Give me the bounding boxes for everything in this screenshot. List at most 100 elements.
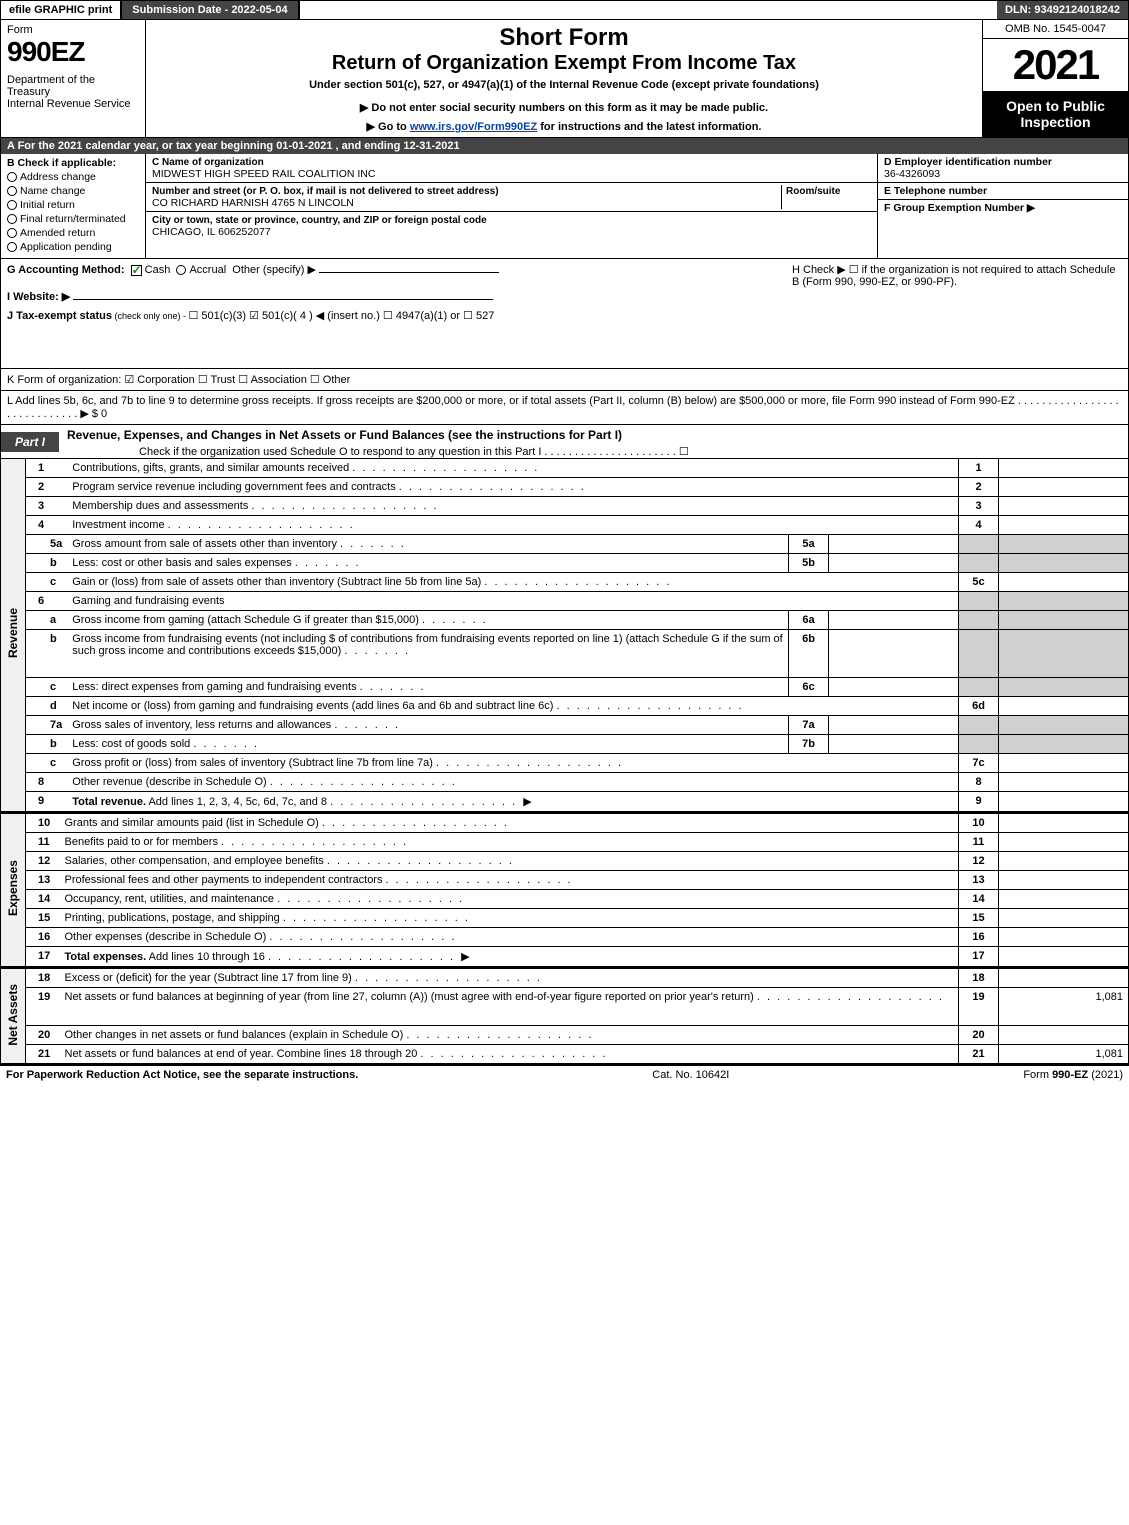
irs-link[interactable]: www.irs.gov/Form990EZ xyxy=(410,121,537,133)
line-desc: Excess or (deficit) for the year (Subtra… xyxy=(60,968,959,988)
chk-cash[interactable] xyxy=(131,265,142,276)
line-value xyxy=(999,928,1129,947)
chk-amended-return[interactable]: Amended return xyxy=(7,227,139,239)
chk-name-change[interactable]: Name change xyxy=(7,185,139,197)
table-row: aGross income from gaming (attach Schedu… xyxy=(1,611,1129,630)
line-number: a xyxy=(26,611,68,630)
part1-sub: Check if the organization used Schedule … xyxy=(59,445,1128,458)
line-number: 20 xyxy=(26,1026,60,1045)
line-number: 1 xyxy=(26,459,68,478)
line-desc: Grants and similar amounts paid (list in… xyxy=(60,813,959,833)
footer-right: Form 990-EZ (2021) xyxy=(1023,1069,1123,1081)
line-number: b xyxy=(26,554,68,573)
efile-print-label[interactable]: efile GRAPHIC print xyxy=(1,1,122,19)
line-desc: Net assets or fund balances at end of ye… xyxy=(60,1045,959,1065)
inner-box-value xyxy=(829,554,959,573)
line-desc: Net assets or fund balances at beginning… xyxy=(60,988,959,1026)
line-value xyxy=(999,1026,1129,1045)
table-row: 13Professional fees and other payments t… xyxy=(1,871,1129,890)
goto-pre: ▶ Go to xyxy=(367,121,410,133)
line-desc: Gross income from fundraising events (no… xyxy=(67,630,788,678)
g-label: G Accounting Method: xyxy=(7,264,125,276)
line-desc: Gaming and fundraising events xyxy=(67,592,958,611)
table-row: 2Program service revenue including gover… xyxy=(1,478,1129,497)
line-box-number: 6d xyxy=(959,697,999,716)
netassets-table: Net Assets18Excess or (deficit) for the … xyxy=(0,967,1129,1065)
footer-left: For Paperwork Reduction Act Notice, see … xyxy=(6,1069,358,1081)
line-value xyxy=(999,909,1129,928)
col-de: D Employer identification number 36-4326… xyxy=(878,154,1128,258)
inner-box-label: 6a xyxy=(789,611,829,630)
line-number: 17 xyxy=(26,947,60,967)
line-desc: Less: cost or other basis and sales expe… xyxy=(67,554,788,573)
line-desc: Less: cost of goods sold xyxy=(67,735,788,754)
form-word: Form xyxy=(7,24,139,36)
line-value xyxy=(999,813,1129,833)
line-desc: Gross sales of inventory, less returns a… xyxy=(67,716,788,735)
line-box-number: 7c xyxy=(959,754,999,773)
table-row: 16Other expenses (describe in Schedule O… xyxy=(1,928,1129,947)
line-box-number: 18 xyxy=(959,968,999,988)
street-label: Number and street (or P. O. box, if mail… xyxy=(152,186,499,197)
line-box-number: 10 xyxy=(959,813,999,833)
line-number: 14 xyxy=(26,890,60,909)
table-row: 21Net assets or fund balances at end of … xyxy=(1,1045,1129,1065)
line-box-number: 13 xyxy=(959,871,999,890)
chk-final-return[interactable]: Final return/terminated xyxy=(7,213,139,225)
line-box-number: 9 xyxy=(959,792,999,812)
line-value xyxy=(999,697,1129,716)
chk-accrual[interactable] xyxy=(176,265,186,275)
line-value xyxy=(999,754,1129,773)
line-desc: Net income or (loss) from gaming and fun… xyxy=(67,697,958,716)
bcd-row: B Check if applicable: Address change Na… xyxy=(0,154,1129,259)
form-header: Form 990EZ Department of the Treasury In… xyxy=(0,20,1129,138)
line-value xyxy=(999,478,1129,497)
top-bar: efile GRAPHIC print Submission Date - 20… xyxy=(0,0,1129,20)
line-desc: Printing, publications, postage, and shi… xyxy=(60,909,959,928)
phone-cell: E Telephone number xyxy=(878,183,1128,200)
revenue-table: Revenue1Contributions, gifts, grants, an… xyxy=(0,459,1129,812)
table-row: 20Other changes in net assets or fund ba… xyxy=(1,1026,1129,1045)
table-row: Expenses10Grants and similar amounts pai… xyxy=(1,813,1129,833)
line-desc: Gross profit or (loss) from sales of inv… xyxy=(67,754,958,773)
line-number: 4 xyxy=(26,516,68,535)
line-number: 2 xyxy=(26,478,68,497)
table-row: 7aGross sales of inventory, less returns… xyxy=(1,716,1129,735)
inner-box-value xyxy=(829,611,959,630)
line-desc: Investment income xyxy=(67,516,958,535)
line-number: 9 xyxy=(26,792,68,812)
footer-mid: Cat. No. 10642I xyxy=(652,1069,729,1081)
chk-initial-return[interactable]: Initial return xyxy=(7,199,139,211)
inner-box-label: 6c xyxy=(789,678,829,697)
chk-application-pending[interactable]: Application pending xyxy=(7,241,139,253)
line-desc: Gross income from gaming (attach Schedul… xyxy=(67,611,788,630)
line-number: 8 xyxy=(26,773,68,792)
city-label: City or town, state or province, country… xyxy=(152,215,487,226)
table-row: cLess: direct expenses from gaming and f… xyxy=(1,678,1129,697)
line-i: I Website: ▶ xyxy=(7,290,1122,303)
city-cell: City or town, state or province, country… xyxy=(146,212,877,240)
group-exemption-cell: F Group Exemption Number ▶ xyxy=(878,200,1128,258)
line-number: 7a xyxy=(26,716,68,735)
table-row: 12Salaries, other compensation, and empl… xyxy=(1,852,1129,871)
group-exemption-label: F Group Exemption Number ▶ xyxy=(884,202,1035,214)
line-number: d xyxy=(26,697,68,716)
chk-address-change[interactable]: Address change xyxy=(7,171,139,183)
line-box-number: 19 xyxy=(959,988,999,1026)
line-desc: Gain or (loss) from sale of assets other… xyxy=(67,573,958,592)
line-number: 10 xyxy=(26,813,60,833)
line-value xyxy=(999,890,1129,909)
line-desc: Less: direct expenses from gaming and fu… xyxy=(67,678,788,697)
table-row: 3Membership dues and assessments 3 xyxy=(1,497,1129,516)
room-label: Room/suite xyxy=(786,186,840,197)
inner-box-label: 7b xyxy=(789,735,829,754)
section-side-label: Revenue xyxy=(1,459,26,812)
inner-box-value xyxy=(829,735,959,754)
table-row: 9Total revenue. Add lines 1, 2, 3, 4, 5c… xyxy=(1,792,1129,812)
inner-box-value xyxy=(829,630,959,678)
header-center: Short Form Return of Organization Exempt… xyxy=(146,20,983,137)
line-desc: Other expenses (describe in Schedule O) xyxy=(60,928,959,947)
line-value xyxy=(999,516,1129,535)
line-value: 1,081 xyxy=(999,988,1129,1026)
table-row: Net Assets18Excess or (deficit) for the … xyxy=(1,968,1129,988)
